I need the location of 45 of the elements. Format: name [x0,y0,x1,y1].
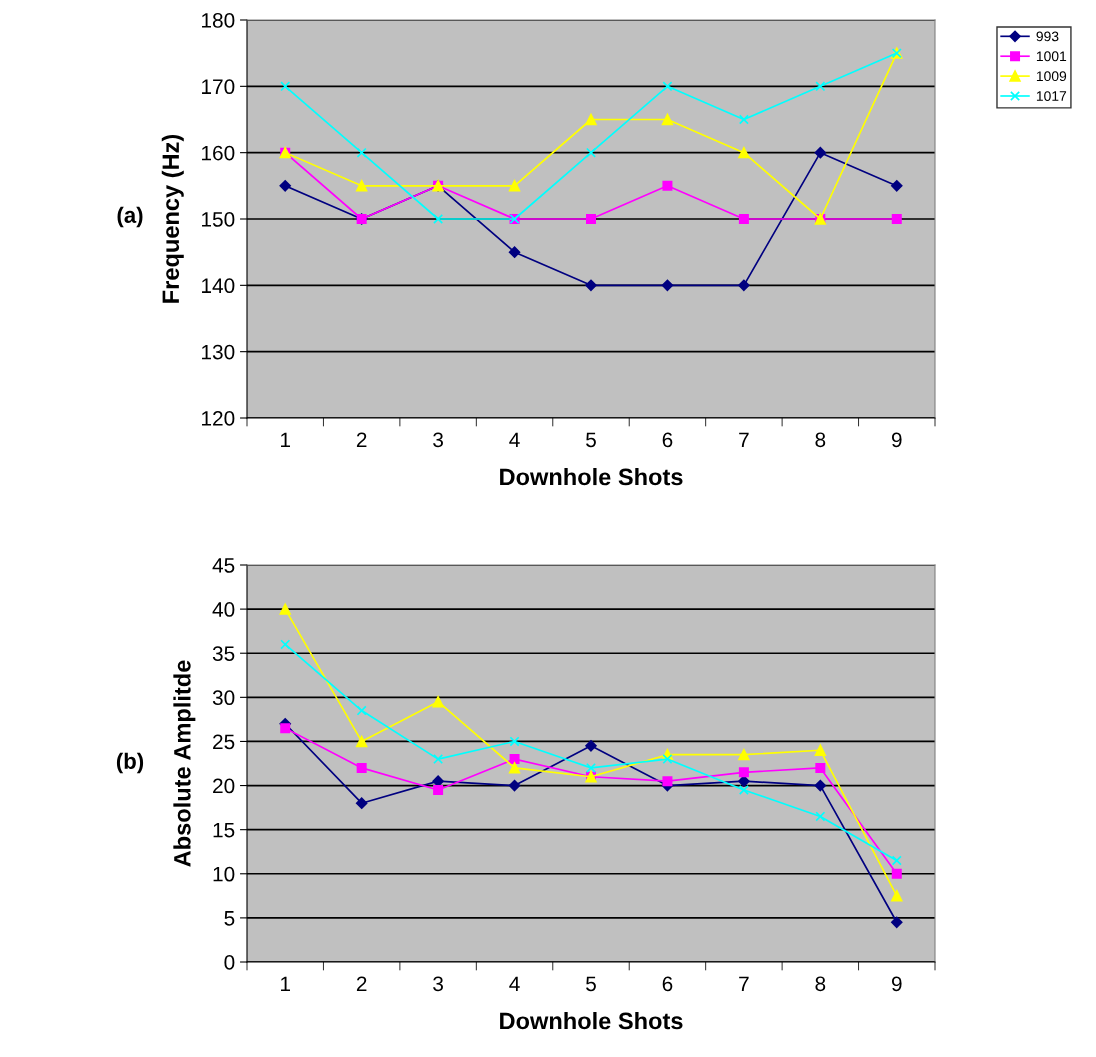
y-tick-label: 25 [213,734,235,750]
x-tick-label: 7 [739,976,749,991]
y-tick-label: 35 [212,646,235,661]
y-tick-label: 150 [202,212,235,227]
y-tick-label: 30 [212,690,235,706]
x-tick-label: 2 [356,432,367,447]
y-tick-label: 180 [202,13,235,28]
text: (b) [116,752,144,774]
y-tick-label: 120 [202,411,235,426]
y-tick-label: 130 [202,344,235,360]
x-tick-label: 7 [739,432,749,447]
y-tick-label: 5 [224,911,235,926]
y-axis-title: Frequency (Hz) [161,134,184,303]
x-tick-label: 8 [815,432,826,448]
x-tick-label: 6 [662,432,673,448]
x-tick-label: 5 [586,976,596,992]
x-axis-title: Downhole Shots [500,1011,683,1030]
x-tick-label: 5 [586,432,596,448]
y-tick-label: 160 [202,145,235,161]
x-tick-label: 4 [509,432,520,447]
y-tick-label: 170 [202,79,235,95]
y-tick-label: 20 [213,778,235,794]
x-tick-label: 9 [891,976,902,992]
x-tick-label: 1 [281,976,290,991]
x-axis-title: Downhole Shots [500,467,683,486]
y-tick-label: 40 [212,602,235,617]
y-tick-label: 10 [213,866,235,882]
x-tick-label: 1 [281,432,290,447]
x-tick-label: 3 [433,432,443,448]
legend-label: 1001 [1036,51,1067,62]
y-axis-title: Absolute Amplitde [173,660,196,867]
x-tick-label: 2 [356,976,367,991]
x-tick-label: 8 [815,976,826,992]
x-tick-label: 9 [891,432,902,448]
y-tick-label: 0 [224,955,235,970]
x-tick-label: 3 [433,976,443,992]
legend-label: 1017 [1036,91,1067,101]
y-tick-label: 45 [212,558,235,573]
text: (a) [117,206,143,228]
legend-label: 1009 [1036,71,1067,82]
legend-label: 993 [1036,31,1059,42]
y-tick-label: 140 [202,278,235,294]
x-tick-label: 4 [509,976,520,991]
y-tick-label: 15 [213,822,235,838]
x-tick-label: 6 [662,976,673,992]
